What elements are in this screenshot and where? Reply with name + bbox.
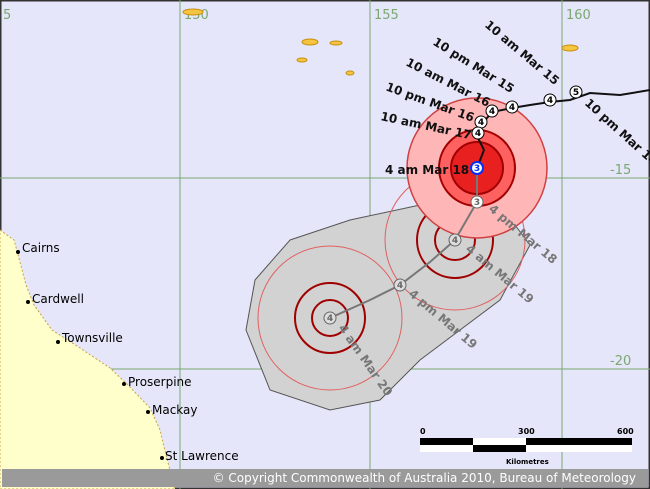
- lat-label: -15: [610, 163, 631, 178]
- lat-label: -20: [610, 354, 631, 369]
- cyclone-marker[interactable]: 4: [505, 100, 519, 114]
- svg-text:4: 4: [489, 107, 495, 117]
- cyclone-marker[interactable]: 4: [485, 104, 499, 118]
- svg-text:4: 4: [397, 281, 403, 291]
- svg-text:4: 4: [452, 236, 458, 246]
- cyclone-marker[interactable]: 4: [543, 93, 557, 107]
- town-proserpine: Proserpine: [128, 375, 192, 389]
- australia-coast: [0, 229, 176, 489]
- lon-label: 5: [3, 8, 11, 23]
- copyright-text: © Copyright Commonwealth of Australia 20…: [213, 471, 636, 485]
- svg-text:4: 4: [327, 314, 333, 324]
- svg-text:4: 4: [475, 129, 481, 139]
- svg-text:0: 0: [420, 427, 426, 436]
- cyclone-marker[interactable]: 4: [471, 126, 485, 140]
- svg-text:4: 4: [478, 118, 484, 128]
- svg-text:Kilometres: Kilometres: [506, 458, 549, 466]
- svg-text:4: 4: [547, 96, 553, 106]
- cyclone-marker[interactable]: 5: [569, 85, 583, 99]
- svg-text:300: 300: [518, 427, 535, 436]
- lon-label: 155: [374, 8, 399, 23]
- cyclone-marker[interactable]: 4: [474, 115, 488, 129]
- forecast-marker[interactable]: 4: [393, 278, 407, 292]
- svg-text:3: 3: [474, 164, 480, 174]
- forecast-marker[interactable]: 3: [470, 195, 484, 209]
- town-st-lawrence: St Lawrence: [165, 449, 239, 463]
- forecast-marker[interactable]: 4: [448, 233, 462, 247]
- svg-text:5: 5: [573, 88, 579, 98]
- town-cairns: Cairns: [22, 241, 60, 255]
- past-track: [476, 89, 650, 169]
- town-cardwell: Cardwell: [32, 292, 84, 306]
- current-position-marker[interactable]: 3: [470, 161, 484, 175]
- current-label: 4 am Mar 18: [385, 163, 469, 177]
- copyright-bar: [2, 469, 648, 487]
- scale-bar: 0 300 600 Kilometres: [420, 427, 634, 466]
- islands: [182, 8, 579, 76]
- town-townsville: Townsville: [61, 331, 123, 345]
- svg-text:600: 600: [617, 427, 634, 436]
- lon-label: 160: [566, 8, 591, 23]
- forecast-marker[interactable]: 4: [323, 311, 337, 325]
- svg-text:4: 4: [509, 103, 515, 113]
- svg-text:3: 3: [474, 198, 480, 208]
- town-mackay: Mackay: [152, 403, 198, 417]
